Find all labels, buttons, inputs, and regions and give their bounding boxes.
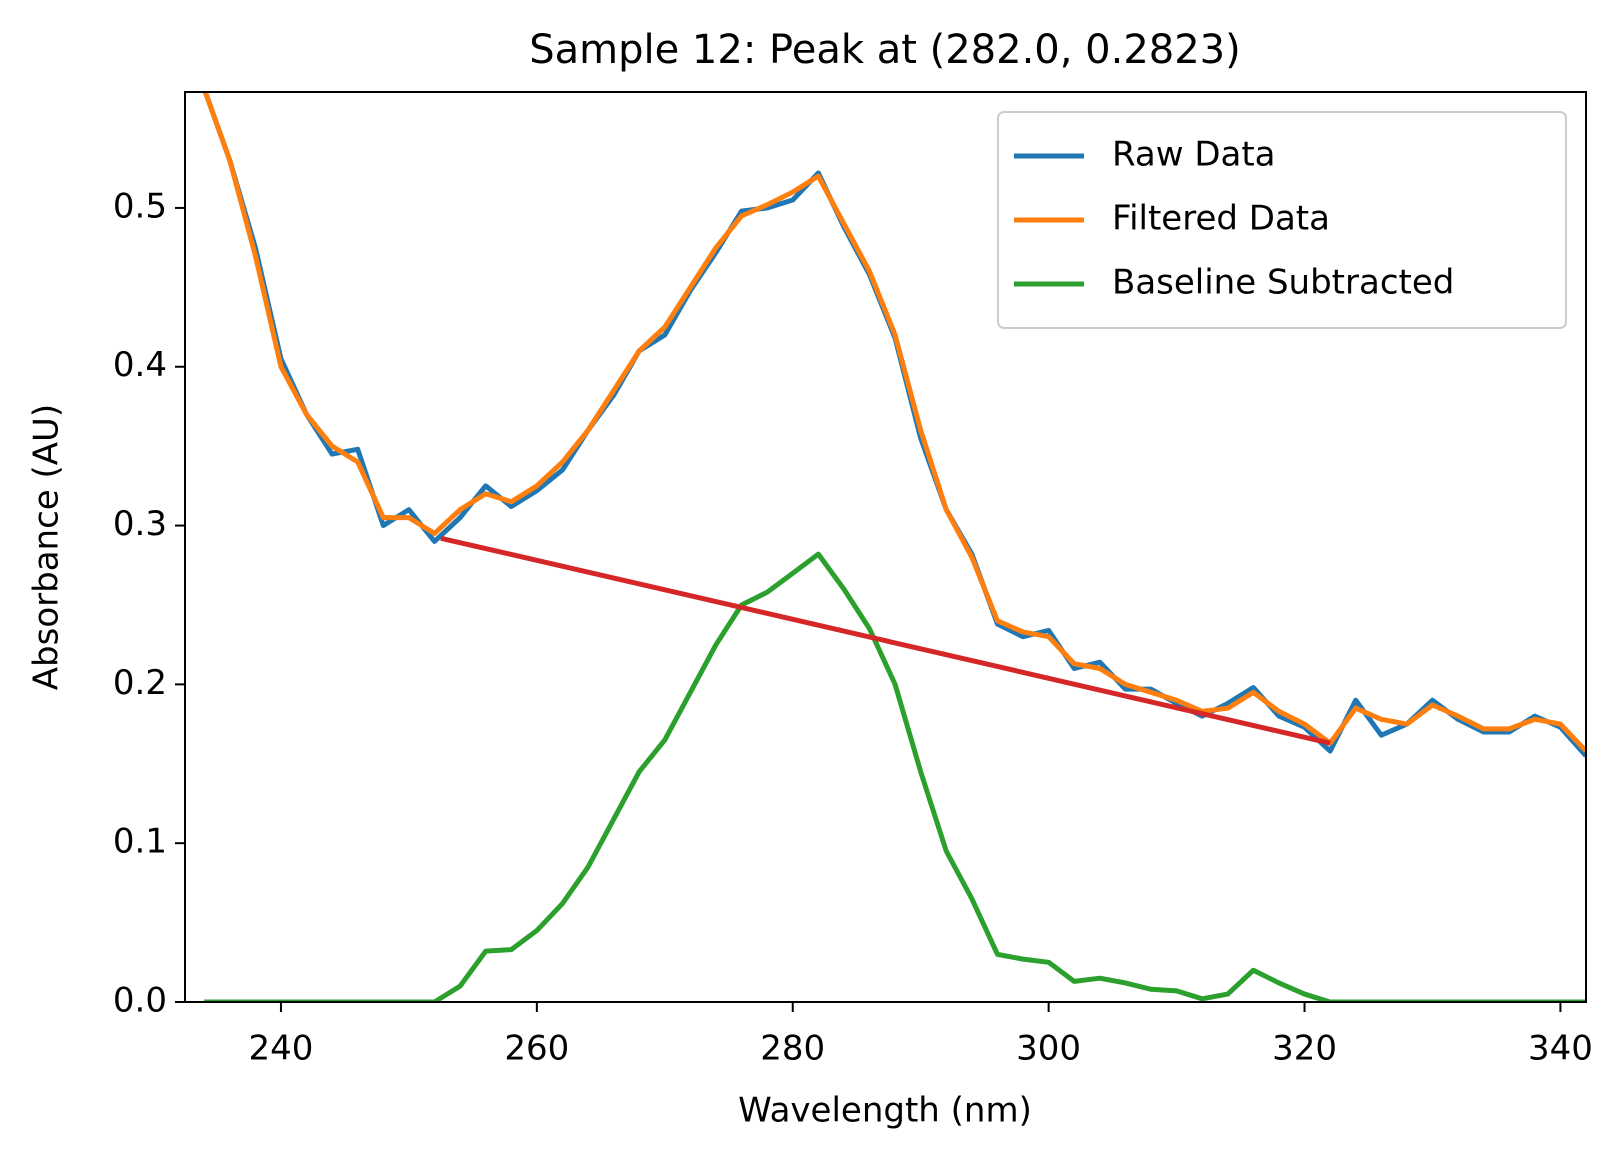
y-axis-label: Absorbance (AU) — [27, 404, 67, 690]
chart-title: Sample 12: Peak at (282.0, 0.2823) — [529, 27, 1241, 73]
series-line — [440, 535, 1331, 746]
y-tick-label: 0.2 — [113, 663, 167, 703]
y-tick-label: 0.1 — [113, 822, 167, 862]
y-tick-label: 0.4 — [113, 345, 167, 385]
x-tick-label: 280 — [760, 1029, 825, 1069]
x-tick-label: 340 — [1528, 1029, 1593, 1069]
y-tick-label: 0.3 — [113, 504, 167, 544]
legend-label: Baseline Subtracted — [1112, 263, 1454, 303]
x-tick-label: 240 — [249, 1029, 314, 1069]
series-line — [202, 92, 1586, 753]
y-tick-label: 0.5 — [113, 186, 167, 226]
x-axis-label: Wavelength (nm) — [738, 1091, 1032, 1131]
x-tick-label: 320 — [1272, 1029, 1337, 1069]
plot-frame — [184, 91, 1587, 1003]
legend-label: Raw Data — [1112, 135, 1276, 175]
x-tick-label: 260 — [504, 1029, 569, 1069]
y-tick-label: 0.0 — [113, 981, 167, 1021]
legend-label: Filtered Data — [1112, 199, 1330, 239]
series-line — [204, 551, 1586, 1002]
plot-lines — [202, 92, 1586, 1002]
x-tick-label: 300 — [1016, 1029, 1081, 1069]
legend: Raw Data Filtered Data Baseline Subtracted — [997, 111, 1567, 329]
legend-box — [997, 111, 1567, 329]
